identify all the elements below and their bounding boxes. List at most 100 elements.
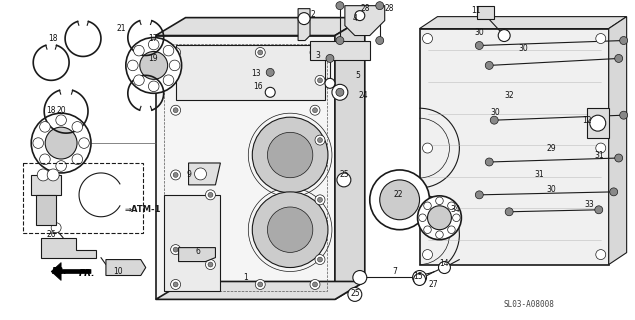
Circle shape	[79, 138, 90, 148]
Circle shape	[418, 214, 426, 221]
Text: 17: 17	[148, 34, 157, 43]
Circle shape	[380, 180, 420, 220]
Circle shape	[453, 214, 460, 221]
Circle shape	[596, 250, 606, 260]
Text: 24: 24	[359, 91, 368, 100]
Circle shape	[615, 154, 623, 162]
Circle shape	[312, 50, 318, 55]
Text: 3: 3	[316, 51, 321, 60]
Circle shape	[596, 34, 606, 44]
Polygon shape	[420, 17, 627, 28]
Circle shape	[337, 173, 351, 187]
Text: 12: 12	[582, 116, 592, 125]
Circle shape	[252, 117, 328, 193]
Circle shape	[208, 192, 213, 197]
Text: 20: 20	[57, 106, 66, 115]
Circle shape	[171, 279, 180, 289]
Text: 14: 14	[439, 259, 449, 268]
Text: 5: 5	[356, 71, 360, 80]
Circle shape	[33, 138, 44, 148]
Circle shape	[310, 279, 320, 289]
Circle shape	[208, 262, 213, 267]
Circle shape	[596, 143, 606, 153]
Circle shape	[348, 287, 362, 301]
Text: 10: 10	[113, 267, 123, 276]
Circle shape	[422, 250, 432, 260]
Text: 29: 29	[546, 144, 556, 153]
Text: ⇒ATM-1: ⇒ATM-1	[125, 205, 161, 214]
Circle shape	[133, 45, 144, 56]
Circle shape	[315, 195, 325, 205]
Circle shape	[149, 81, 159, 92]
Circle shape	[51, 223, 61, 233]
Circle shape	[422, 143, 432, 153]
Circle shape	[424, 202, 431, 210]
Circle shape	[315, 255, 325, 265]
Circle shape	[353, 270, 367, 284]
Text: 30: 30	[474, 28, 484, 37]
Text: 32: 32	[504, 91, 514, 100]
Circle shape	[310, 47, 320, 58]
Circle shape	[418, 196, 462, 240]
Circle shape	[133, 75, 144, 85]
Polygon shape	[31, 175, 61, 195]
Circle shape	[31, 113, 91, 173]
Circle shape	[255, 279, 265, 289]
Circle shape	[39, 154, 50, 164]
Circle shape	[173, 282, 178, 287]
Circle shape	[39, 122, 50, 132]
Circle shape	[56, 115, 67, 125]
Polygon shape	[164, 195, 220, 292]
Circle shape	[194, 168, 206, 180]
Circle shape	[258, 50, 263, 55]
Circle shape	[171, 105, 180, 115]
Polygon shape	[335, 18, 364, 300]
Circle shape	[498, 29, 510, 42]
Circle shape	[476, 42, 483, 50]
Circle shape	[126, 37, 182, 93]
Circle shape	[171, 47, 180, 58]
Circle shape	[173, 50, 178, 55]
Circle shape	[610, 188, 618, 196]
Polygon shape	[345, 6, 385, 36]
Text: 13: 13	[251, 69, 261, 78]
Text: 4: 4	[352, 14, 358, 23]
Polygon shape	[106, 260, 146, 276]
Text: 31: 31	[594, 150, 604, 160]
Circle shape	[267, 132, 313, 178]
Circle shape	[173, 108, 178, 113]
Circle shape	[376, 36, 384, 44]
Circle shape	[315, 135, 325, 145]
Circle shape	[370, 170, 429, 230]
Polygon shape	[298, 9, 310, 41]
Text: 28: 28	[385, 4, 394, 13]
Circle shape	[128, 60, 138, 71]
Polygon shape	[176, 45, 325, 100]
Text: 19: 19	[148, 54, 157, 63]
Text: 18: 18	[46, 106, 56, 115]
Circle shape	[171, 244, 180, 255]
Circle shape	[427, 206, 451, 230]
Circle shape	[336, 88, 344, 96]
Circle shape	[163, 45, 174, 56]
Text: 16: 16	[253, 82, 263, 91]
Circle shape	[206, 260, 215, 269]
Polygon shape	[310, 41, 370, 60]
Circle shape	[149, 39, 159, 50]
Circle shape	[505, 208, 513, 216]
Polygon shape	[156, 18, 364, 36]
Polygon shape	[587, 108, 609, 138]
Circle shape	[72, 122, 83, 132]
Circle shape	[252, 192, 328, 268]
Text: SL03-A08008: SL03-A08008	[504, 300, 554, 309]
Circle shape	[310, 105, 320, 115]
Circle shape	[620, 111, 627, 119]
Circle shape	[318, 78, 323, 83]
Polygon shape	[156, 282, 364, 300]
Polygon shape	[36, 195, 56, 225]
Text: 7: 7	[392, 267, 397, 276]
Text: 26: 26	[46, 230, 56, 239]
Circle shape	[620, 36, 627, 44]
Circle shape	[171, 170, 180, 180]
Polygon shape	[178, 248, 215, 261]
